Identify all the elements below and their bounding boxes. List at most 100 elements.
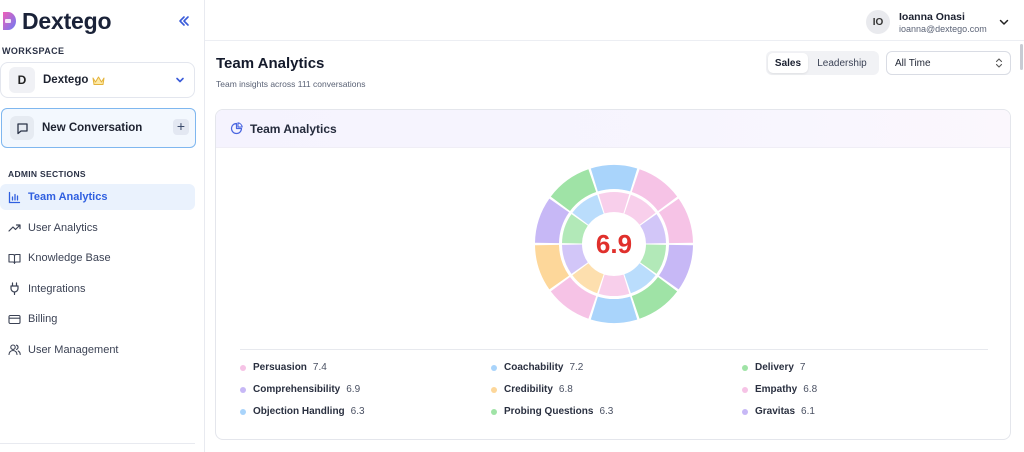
inner-ring-segment[interactable] <box>562 214 588 244</box>
sidebar-item-label: Knowledge Base <box>28 252 111 265</box>
outer-ring-segment[interactable] <box>535 198 570 244</box>
inner-ring-segment[interactable] <box>640 214 666 244</box>
outer-ring-segment[interactable] <box>631 169 678 211</box>
legend-item: Empathy 6.8 <box>742 382 992 397</box>
chevron-down-icon <box>999 19 1009 25</box>
scrollbar-thumb[interactable] <box>1020 44 1023 70</box>
sidebar-item-integrations[interactable]: Integrations <box>0 276 195 302</box>
legend-label: Probing Questions <box>504 406 594 417</box>
brand[interactable]: Dextego <box>0 6 112 36</box>
select-arrows-icon <box>995 58 1003 68</box>
new-conversation-button[interactable]: New Conversation + <box>1 108 196 148</box>
sidebar-item-knowledge-base[interactable]: Knowledge Base <box>0 245 195 271</box>
brand-name: Dextego <box>22 7 112 34</box>
sidebar-item-label: User Management <box>28 343 119 356</box>
outer-ring-segment[interactable] <box>658 244 693 290</box>
legend-value: 7.2 <box>569 362 584 373</box>
outer-ring-segment[interactable] <box>631 277 678 319</box>
inner-ring-segment[interactable] <box>572 263 604 294</box>
sidebar-item-user-management[interactable]: User Management <box>0 337 195 363</box>
page-title: Team Analytics <box>216 55 325 72</box>
credit-card-icon <box>8 314 21 324</box>
legend-label: Coachability <box>504 362 564 373</box>
outer-ring-segment[interactable] <box>658 198 693 244</box>
workspace-select[interactable]: D Dextego <box>0 62 195 98</box>
workspace-label: WORKSPACE <box>2 46 65 56</box>
page-subtitle: Team insights across 111 conversations <box>216 79 366 89</box>
time-range-select[interactable]: All Time <box>886 51 1011 75</box>
legend-item: Coachability 7.2 <box>491 360 742 375</box>
new-conversation-label: New Conversation <box>42 122 143 134</box>
sidebar-item-label: User Analytics <box>28 221 98 234</box>
user-name: Ioanna Onasi <box>899 10 965 23</box>
sidebar-item-user-analytics[interactable]: User Analytics <box>0 215 195 241</box>
legend-divider <box>240 349 988 350</box>
outer-ring-segment[interactable] <box>535 244 570 290</box>
segment-leadership[interactable]: Leadership <box>817 57 867 69</box>
collapse-sidebar-button[interactable] <box>175 12 193 30</box>
legend-label: Empathy <box>755 384 798 395</box>
trending-up-icon <box>8 224 21 232</box>
plus-icon: + <box>173 119 189 135</box>
user-email: ioanna@dextego.com <box>899 23 987 34</box>
sidebar-item-label: Integrations <box>28 282 86 295</box>
legend-swatch <box>491 386 497 393</box>
sidebar-divider <box>0 443 195 444</box>
book-icon <box>8 253 21 264</box>
inner-ring-segment[interactable] <box>624 194 656 225</box>
legend-swatch <box>491 364 497 371</box>
legend-label: Comprehensibility <box>253 384 341 395</box>
chevron-down-icon <box>176 77 184 83</box>
legend-value: 7 <box>799 362 806 373</box>
legend-value: 6.9 <box>346 384 361 395</box>
crown-icon <box>92 76 105 85</box>
outer-ring-segment[interactable] <box>590 165 638 192</box>
outer-ring-segment[interactable] <box>550 169 597 211</box>
legend-label: Persuasion <box>253 362 307 373</box>
chat-icon <box>10 116 34 140</box>
double-chevron-left-icon <box>179 16 189 26</box>
legend-swatch <box>491 408 497 415</box>
admin-sections-label: ADMIN SECTIONS <box>8 169 86 179</box>
segment-sales[interactable]: Sales <box>768 53 808 73</box>
legend-item: Delivery 7 <box>742 360 992 375</box>
sidebar-item-team-analytics[interactable]: Team Analytics <box>0 184 195 210</box>
user-menu[interactable]: IO Ioanna Onasi ioanna@dextego.com <box>866 8 1009 36</box>
inner-ring-segment[interactable] <box>598 274 630 296</box>
legend-value: 6.3 <box>350 406 365 417</box>
legend-swatch <box>240 364 246 371</box>
outer-ring-segment[interactable] <box>590 296 638 323</box>
topbar-divider <box>205 40 1024 41</box>
time-range-value: All Time <box>895 57 931 69</box>
inner-ring-segment[interactable] <box>640 244 666 274</box>
workspace-avatar: D <box>9 67 35 93</box>
users-icon <box>8 344 21 356</box>
legend-value: 6.8 <box>558 384 573 395</box>
team-analytics-card: Team Analytics 6.9 Persuasion 7.4 Coachabi… <box>215 109 1011 440</box>
admin-nav: Team Analytics User Analytics Knowledge … <box>0 184 195 368</box>
legend-swatch <box>742 386 748 393</box>
legend-value: 7.4 <box>312 362 327 373</box>
legend-value: 6.8 <box>803 384 818 395</box>
legend-item: Gravitas 6.1 <box>742 404 992 419</box>
inner-ring-segment[interactable] <box>598 192 630 214</box>
legend-swatch <box>742 408 748 415</box>
inner-ring-segment[interactable] <box>624 263 656 294</box>
legend-value: 6.1 <box>801 406 815 417</box>
pie-chart-icon <box>230 122 243 135</box>
outer-ring-segment[interactable] <box>550 277 597 319</box>
user-info: Ioanna Onasi ioanna@dextego.com <box>899 11 987 34</box>
card-header: Team Analytics <box>216 110 1010 148</box>
legend-item: Comprehensibility 6.9 <box>240 382 491 397</box>
legend-label: Credibility <box>504 384 553 395</box>
inner-ring-segment[interactable] <box>562 244 588 274</box>
legend-item: Probing Questions 6.3 <box>491 404 742 419</box>
inner-ring-segment[interactable] <box>572 194 604 225</box>
legend-label: Objection Handling <box>253 406 345 417</box>
brand-logo-icon <box>3 12 16 30</box>
legend-label: Delivery <box>755 362 794 373</box>
legend-swatch <box>742 364 748 371</box>
user-avatar: IO <box>866 10 890 34</box>
sidebar-item-billing[interactable]: Billing <box>0 306 195 332</box>
legend-label: Gravitas <box>755 406 796 417</box>
